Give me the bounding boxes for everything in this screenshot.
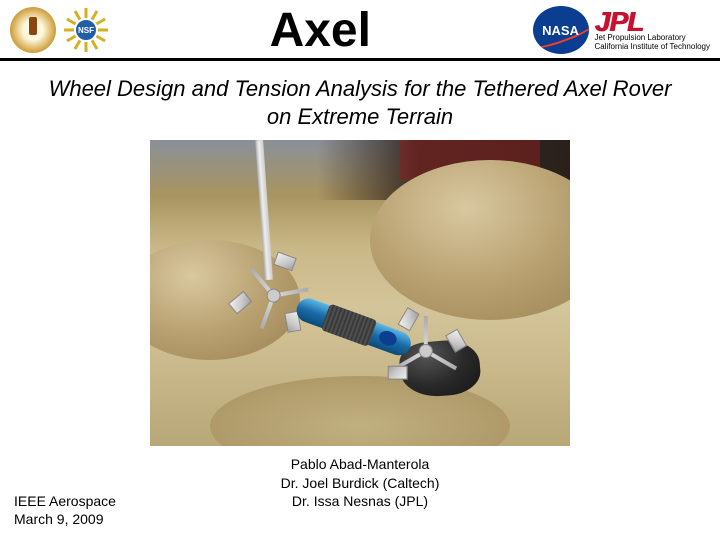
slide-title: Axel	[270, 3, 371, 58]
nasa-text: NASA	[542, 23, 579, 38]
author-2: Dr. Joel Burdick (Caltech)	[0, 474, 720, 492]
jpl-text: JPL	[595, 9, 643, 34]
caltech-seal-icon	[10, 7, 56, 53]
conference-date: March 9, 2009	[14, 510, 116, 528]
author-1: Pablo Abad-Manterola	[0, 455, 720, 473]
header-right-logos: NASA JPL Jet Propulsion Laboratory Calif…	[533, 6, 710, 54]
jpl-subtitle-2: California Institute of Technology	[595, 43, 710, 52]
nasa-logo-icon: NASA	[533, 6, 589, 54]
conference-block: IEEE Aerospace March 9, 2009	[14, 492, 116, 528]
jpl-logo-block: JPL Jet Propulsion Laboratory California…	[595, 9, 710, 52]
photo-container	[0, 140, 720, 450]
rover-photo	[150, 140, 570, 446]
conference-name: IEEE Aerospace	[14, 492, 116, 510]
header-left-logos: NSF	[10, 7, 108, 53]
slide-subtitle: Wheel Design and Tension Analysis for th…	[0, 61, 720, 140]
nsf-text: NSF	[74, 18, 98, 42]
header-bar: NSF Axel NASA JPL Jet Propulsion Laborat…	[0, 0, 720, 58]
nsf-logo-icon: NSF	[64, 8, 108, 52]
